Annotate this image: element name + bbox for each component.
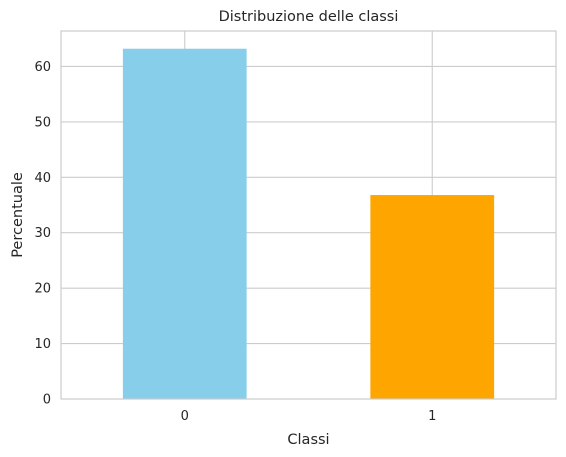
- plot-frame: [60, 30, 557, 400]
- y-tick-label: 10: [34, 337, 51, 352]
- y-tick-label: 20: [34, 282, 51, 297]
- y-tick-label: 30: [34, 226, 51, 241]
- x-tick-label: 0: [181, 409, 189, 424]
- bars: [122, 48, 495, 400]
- x-axis-label: Classi: [287, 432, 329, 448]
- bar-class-1: [370, 195, 495, 399]
- ticks: 0 10 20 30 40 50 60 0 1: [34, 60, 436, 424]
- chart-title: Distribuzione delle classi: [219, 9, 399, 25]
- y-tick-label: 0: [43, 393, 51, 408]
- y-tick-label: 60: [34, 60, 51, 75]
- x-tick-label: 1: [428, 409, 436, 424]
- y-axis-label: Percentuale: [10, 172, 26, 258]
- y-tick-label: 40: [34, 171, 51, 186]
- y-tick-label: 50: [34, 115, 51, 130]
- bar-class-0: [122, 48, 247, 400]
